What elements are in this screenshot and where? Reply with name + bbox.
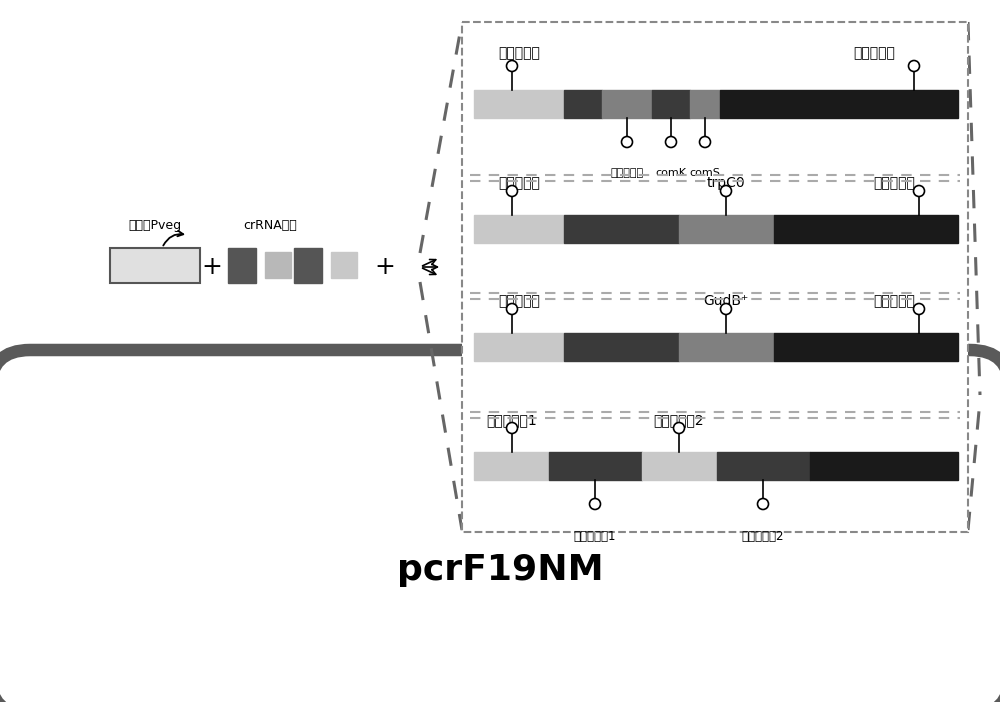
Circle shape [914, 303, 924, 314]
Text: 上游同源臂: 上游同源臂 [498, 176, 540, 190]
Bar [810, 452, 958, 480]
Circle shape [914, 185, 924, 197]
Text: 下游同源臂: 下游同源臂 [873, 176, 915, 190]
Bar [652, 90, 690, 118]
Circle shape [507, 185, 518, 197]
Text: 启动子Pveg: 启动子Pveg [128, 219, 182, 232]
Bar [474, 215, 564, 243]
Bar [564, 90, 602, 118]
Text: 下游同源臂: 下游同源臂 [853, 46, 895, 60]
Circle shape [908, 60, 920, 72]
Circle shape [700, 136, 710, 147]
Bar [642, 452, 717, 480]
Circle shape [507, 60, 518, 72]
Circle shape [590, 498, 600, 510]
Bar [110, 248, 200, 283]
Text: 木糖启动子: 木糖启动子 [610, 168, 644, 178]
Text: +: + [202, 255, 222, 279]
Text: 上游同源臂: 上游同源臂 [498, 46, 540, 60]
FancyBboxPatch shape [0, 350, 1000, 702]
Bar [474, 452, 549, 480]
Circle shape [507, 303, 518, 314]
Circle shape [674, 423, 684, 434]
Bar [774, 333, 958, 361]
Bar [474, 333, 564, 361]
Bar [679, 215, 774, 243]
Bar [602, 90, 652, 118]
Bar [690, 90, 720, 118]
Bar [294, 248, 322, 283]
Text: trpC0: trpC0 [707, 176, 745, 190]
Bar [462, 22, 968, 532]
Circle shape [720, 303, 732, 314]
Circle shape [720, 185, 732, 197]
Text: crRNA阵列: crRNA阵列 [243, 219, 297, 232]
Text: comK: comK [656, 168, 686, 178]
Bar [774, 215, 958, 243]
Text: GudB⁺: GudB⁺ [703, 294, 749, 308]
Text: pcrF19NM: pcrF19NM [397, 553, 603, 587]
Bar [564, 215, 679, 243]
Circle shape [758, 498, 768, 510]
Bar [474, 90, 564, 118]
Text: 下游同源臂2: 下游同源臂2 [742, 530, 784, 543]
Text: 上游同源臂2: 上游同源臂2 [654, 413, 704, 427]
Text: 上游同源臂: 上游同源臂 [498, 294, 540, 308]
Text: +: + [375, 255, 395, 279]
Text: 下游同源臂: 下游同源臂 [873, 294, 915, 308]
Text: 下游同源臂1: 下游同源臂1 [574, 530, 616, 543]
Circle shape [507, 423, 518, 434]
Bar [717, 452, 810, 480]
Circle shape [666, 136, 676, 147]
Text: 上游同源臂1: 上游同源臂1 [487, 413, 537, 427]
Bar [549, 452, 642, 480]
Bar [228, 248, 256, 283]
Bar [564, 333, 679, 361]
Text: comS: comS [690, 168, 720, 178]
Circle shape [622, 136, 633, 147]
Bar [679, 333, 774, 361]
Bar [720, 90, 958, 118]
